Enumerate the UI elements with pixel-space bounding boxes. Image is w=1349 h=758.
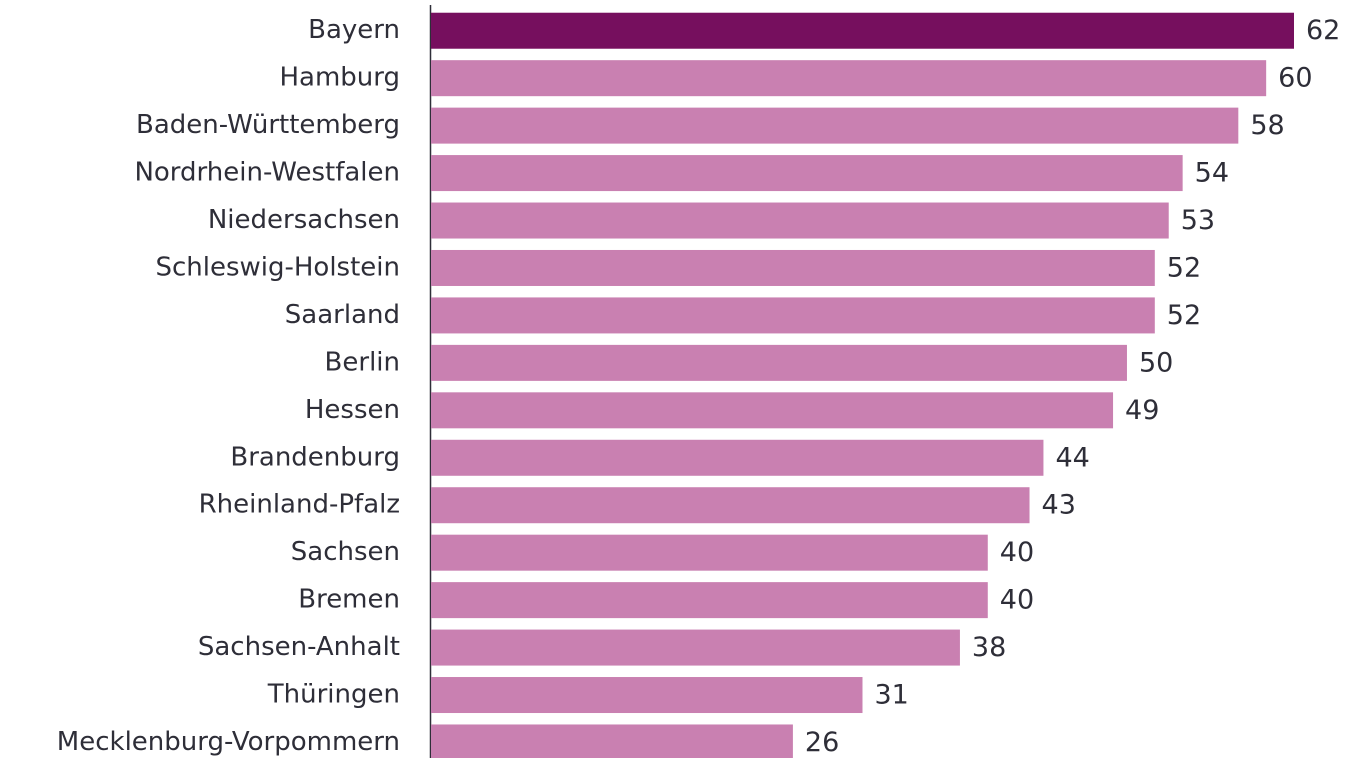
category-label: Schleswig-Holstein (155, 252, 400, 282)
category-label: Baden-Württemberg (136, 110, 400, 140)
bar (431, 392, 1114, 429)
bar (431, 297, 1155, 334)
bar (431, 107, 1239, 144)
category-label: Bayern (308, 15, 400, 45)
bar (431, 60, 1267, 97)
value-label: 40 (1000, 537, 1034, 568)
value-label: 54 (1195, 158, 1229, 189)
value-label: 50 (1139, 347, 1173, 378)
bar (431, 677, 863, 714)
bar (431, 582, 988, 619)
bar (431, 487, 1030, 524)
value-label: 40 (1000, 585, 1034, 616)
value-label: 53 (1181, 205, 1215, 236)
value-label: 52 (1167, 252, 1201, 283)
bar (431, 724, 793, 758)
bar (431, 534, 988, 571)
category-label: Hessen (305, 395, 400, 425)
category-label: Mecklenburg-Vorpommern (57, 727, 400, 757)
value-label: 49 (1125, 395, 1159, 426)
bar (431, 155, 1183, 192)
category-label: Sachsen (291, 537, 400, 567)
bar (431, 202, 1169, 239)
bar (431, 629, 960, 666)
value-label: 44 (1055, 442, 1089, 473)
bar (431, 439, 1044, 476)
value-label: 62 (1306, 15, 1340, 46)
category-label: Sachsen-Anhalt (198, 632, 400, 662)
category-label: Nordrhein-Westfalen (134, 158, 400, 188)
value-label: 60 (1278, 63, 1312, 94)
category-label: Niedersachsen (208, 205, 400, 235)
category-label: Hamburg (279, 63, 400, 93)
value-label: 58 (1250, 110, 1284, 141)
value-label: 26 (805, 727, 839, 758)
category-label: Rheinland-Pfalz (199, 490, 400, 520)
category-label: Bremen (298, 585, 400, 615)
value-label: 38 (972, 632, 1006, 663)
category-label: Brandenburg (230, 442, 400, 472)
value-label: 43 (1042, 490, 1076, 521)
category-label: Berlin (325, 347, 400, 377)
bar (431, 12, 1294, 49)
value-label: 31 (875, 680, 909, 711)
bar (431, 344, 1127, 381)
bar (431, 249, 1155, 286)
category-label: Thüringen (267, 680, 400, 710)
value-label: 52 (1167, 300, 1201, 331)
category-label: Saarland (285, 300, 400, 330)
